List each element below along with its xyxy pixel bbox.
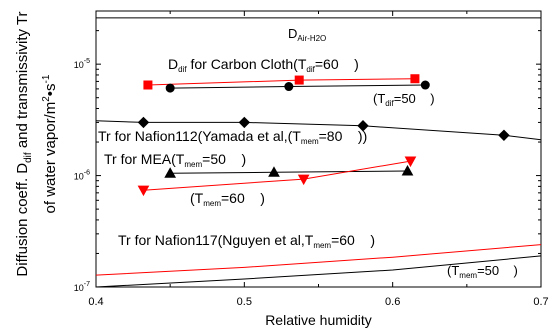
series-line xyxy=(95,255,542,288)
series-line xyxy=(95,120,542,141)
data-point-diamond xyxy=(357,120,369,132)
data-point-diamond xyxy=(238,116,251,129)
series-d-dif-carbon-cloth-50 xyxy=(165,80,430,93)
y-tick-label: 10-5 xyxy=(74,58,90,70)
data-point-diamond xyxy=(137,116,150,129)
data-point-triangle xyxy=(164,167,177,178)
data-point-circle xyxy=(284,82,294,92)
data-point-diamond xyxy=(498,129,510,141)
series-tr-nafion117-60 xyxy=(95,244,542,276)
y-tick-label: 10-7 xyxy=(74,281,90,293)
data-point-triangle-down xyxy=(137,185,150,197)
data-point-circle xyxy=(420,80,430,90)
annotation-mea60: (Tmem=60 ) xyxy=(190,190,265,208)
series-tr-mea-50 xyxy=(164,164,414,178)
y-tick-label: 10-6 xyxy=(74,170,90,182)
x-axis-label: Relative humidity xyxy=(265,312,372,328)
series-tr-mea-60 xyxy=(137,156,417,197)
data-point-triangle xyxy=(401,164,414,176)
data-point-triangle-down xyxy=(297,174,310,186)
series-tr-nafion112-yamada xyxy=(95,116,542,141)
data-point-triangle-down xyxy=(404,156,417,168)
x-tick-label: 0.5 xyxy=(237,296,252,308)
annotation-air: DAir-H2O xyxy=(288,26,326,43)
data-point-square xyxy=(410,74,420,84)
series-d-dif-carbon-cloth-60 xyxy=(143,74,420,90)
data-point-square xyxy=(143,80,153,90)
series-line xyxy=(170,170,408,174)
annotation-tdif50: (Tdif=50 ) xyxy=(373,91,435,108)
annotation-carbon: Ddif for Carbon Cloth(Tdif=60 ) xyxy=(168,56,359,74)
annotation-layer: DAir-H2O Ddif for Carbon Cloth(Tdif=60 ) (… xyxy=(98,26,518,280)
x-tick-label: 0.6 xyxy=(385,296,400,308)
series-line xyxy=(95,244,542,276)
series-layer xyxy=(95,17,542,288)
y-axis-label: Diffusion coeff. Ddif and transmissivity… xyxy=(14,11,59,277)
annotation-nafion112: Tr for Nafion112(Yamada et al,(Tmem=80 )… xyxy=(98,128,367,146)
series-line xyxy=(147,78,415,86)
annotation-nafion117: Tr for Nafion117(Nguyen et al,Tmem=60 ) xyxy=(118,232,375,250)
annotation-tmem50: (Tmem=50 ) xyxy=(447,263,518,280)
series-tr-nafion117-50 xyxy=(95,255,542,288)
x-tick-label: 0.4 xyxy=(88,296,103,308)
data-point-triangle xyxy=(268,166,280,177)
annotation-mea50: Tr for MEA(Tmem=50 ) xyxy=(104,151,246,169)
x-tick-label: 0.7 xyxy=(533,296,548,308)
data-point-square xyxy=(294,75,304,85)
data-point-circle xyxy=(165,83,175,93)
series-line xyxy=(170,84,426,89)
